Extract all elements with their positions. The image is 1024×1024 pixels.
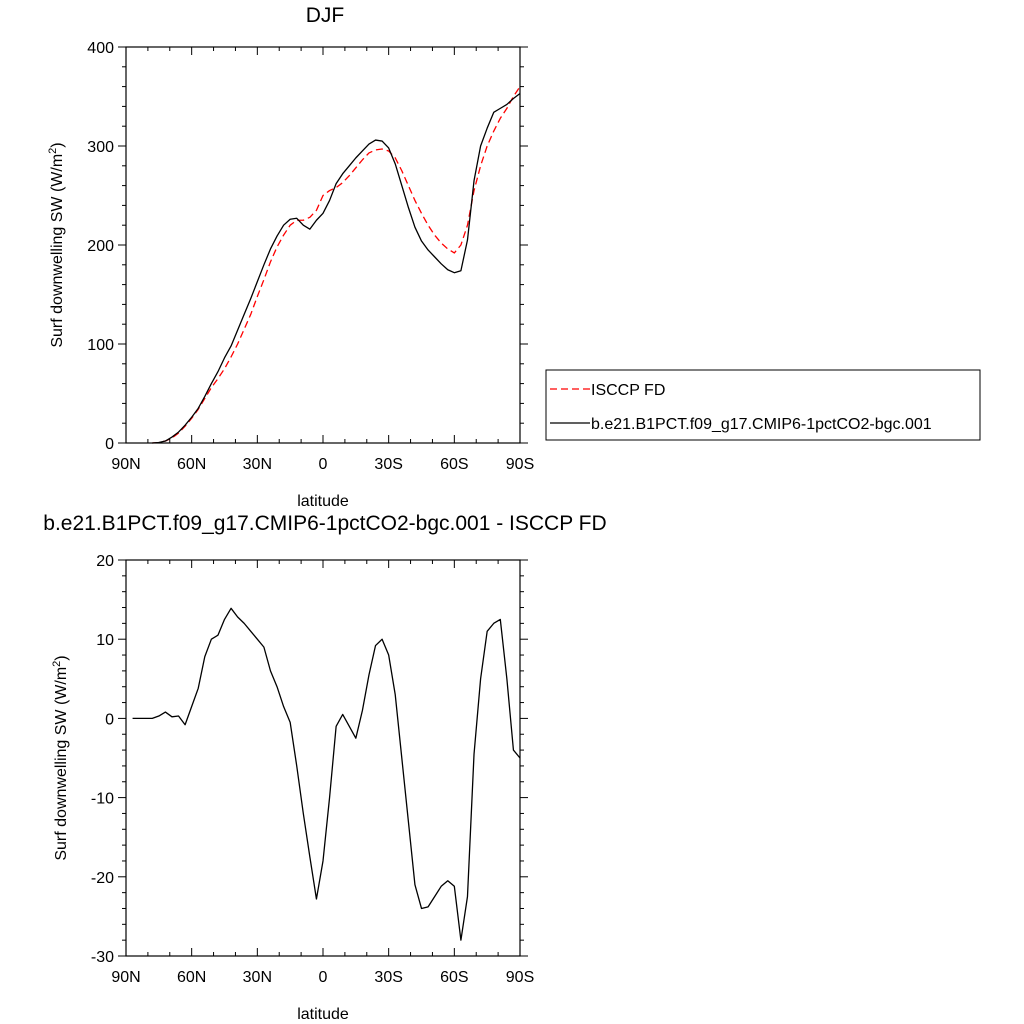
bottom-axis-ticks: 90N 60N 30N 0 30S 60S 90S -30 -20 -10 0 10 20 xyxy=(91,553,534,986)
series-line-0 xyxy=(152,86,521,444)
x-tick-label: 60S xyxy=(440,969,468,986)
y-tick-label: 400 xyxy=(87,40,114,57)
y-tick-label: 300 xyxy=(87,139,114,156)
x-tick-label: 90S xyxy=(506,456,534,473)
x-tick-label: 90N xyxy=(111,969,140,986)
x-tick-label: 60N xyxy=(177,969,206,986)
y-tick-label: 10 xyxy=(96,632,114,649)
y-tick-label: 200 xyxy=(87,238,114,255)
top-axis-ticks: 90N 60N 30N 0 30S 60S 90S 0 100 200 300 400 xyxy=(87,40,534,473)
top-chart-title: DJF xyxy=(306,4,345,27)
y-tick-label: 20 xyxy=(96,553,114,570)
bottom-chart-title: b.e21.B1PCT.f09_g17.CMIP6-1pctCO2-bgc.00… xyxy=(43,512,606,535)
x-tick-label: 30N xyxy=(243,456,272,473)
bottom-x-axis-label: latitude xyxy=(297,1006,349,1023)
y-tick-label: 0 xyxy=(105,436,114,453)
x-tick-label: 0 xyxy=(319,969,328,986)
x-tick-label: 30N xyxy=(243,969,272,986)
x-tick-label: 60S xyxy=(440,456,468,473)
y-tick-label: 0 xyxy=(105,711,114,728)
y-tick-label: -10 xyxy=(91,791,114,808)
x-tick-label: 30S xyxy=(374,969,402,986)
x-tick-label: 60N xyxy=(177,456,206,473)
series-line-0 xyxy=(132,607,521,941)
series-line-1 xyxy=(152,93,521,444)
x-tick-label: 90S xyxy=(506,969,534,986)
top-plot-lines xyxy=(152,86,521,444)
legend-label-isccp: ISCCP FD xyxy=(591,382,665,399)
y-tick-label: -20 xyxy=(91,870,114,887)
y-tick-label: -30 xyxy=(91,949,114,966)
x-tick-label: 0 xyxy=(319,456,328,473)
y-tick-label: 100 xyxy=(87,337,114,354)
legend-label-model: b.e21.B1PCT.f09_g17.CMIP6-1pctCO2-bgc.00… xyxy=(591,416,932,433)
top-x-axis-label: latitude xyxy=(297,493,349,510)
x-tick-label: 30S xyxy=(374,456,402,473)
legend: ISCCP FD b.e21.B1PCT.f09_g17.CMIP6-1pctC… xyxy=(545,369,981,441)
legend-box xyxy=(545,369,981,441)
bottom-plot-lines xyxy=(132,607,521,941)
bottom-y-axis-label: Surf downwelling SW (W/m2) xyxy=(51,655,70,860)
top-panel: DJF 90N 60N 30N 0 30S 60S 90S 0 100 200 300 400 lat… xyxy=(47,4,534,510)
bottom-plot-frame xyxy=(125,559,521,957)
x-tick-label: 90N xyxy=(111,456,140,473)
bottom-panel: b.e21.B1PCT.f09_g17.CMIP6-1pctCO2-bgc.00… xyxy=(43,512,606,1023)
top-y-axis-label: Surf downwelling SW (W/m2) xyxy=(47,142,66,347)
